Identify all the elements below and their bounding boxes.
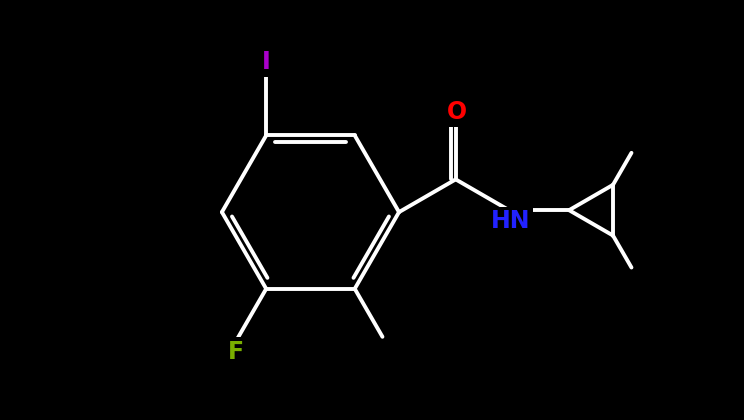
Text: O: O: [446, 100, 466, 124]
Text: HN: HN: [491, 209, 530, 233]
Text: I: I: [262, 50, 271, 74]
Text: F: F: [228, 340, 244, 364]
